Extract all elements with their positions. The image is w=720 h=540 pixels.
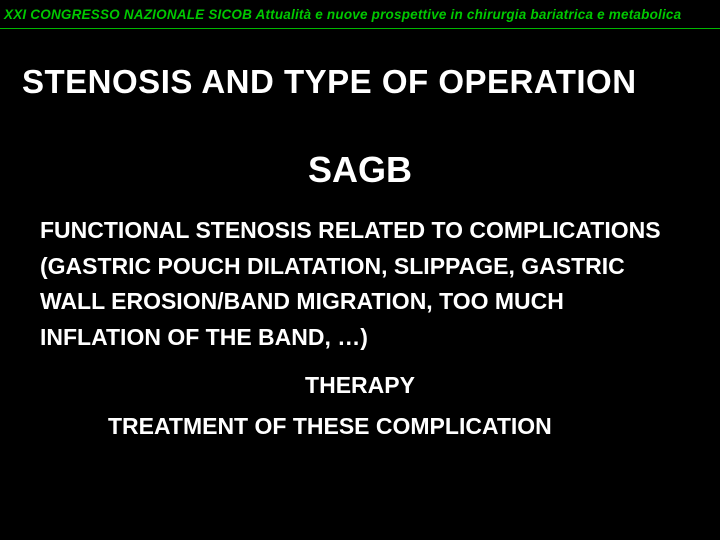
- slide-header: XXI CONGRESSO NAZIONALE SICOB Attualità …: [0, 0, 720, 29]
- slide-title: STENOSIS AND TYPE OF OPERATION: [22, 63, 720, 101]
- slide-subtitle: SAGB: [0, 149, 720, 191]
- congress-header-text: XXI CONGRESSO NAZIONALE SICOB Attualità …: [4, 7, 681, 22]
- slide-body-text: FUNCTIONAL STENOSIS RELATED TO COMPLICAT…: [40, 213, 680, 356]
- treatment-text: TREATMENT OF THESE COMPLICATION: [108, 413, 720, 440]
- therapy-heading: THERAPY: [0, 372, 720, 399]
